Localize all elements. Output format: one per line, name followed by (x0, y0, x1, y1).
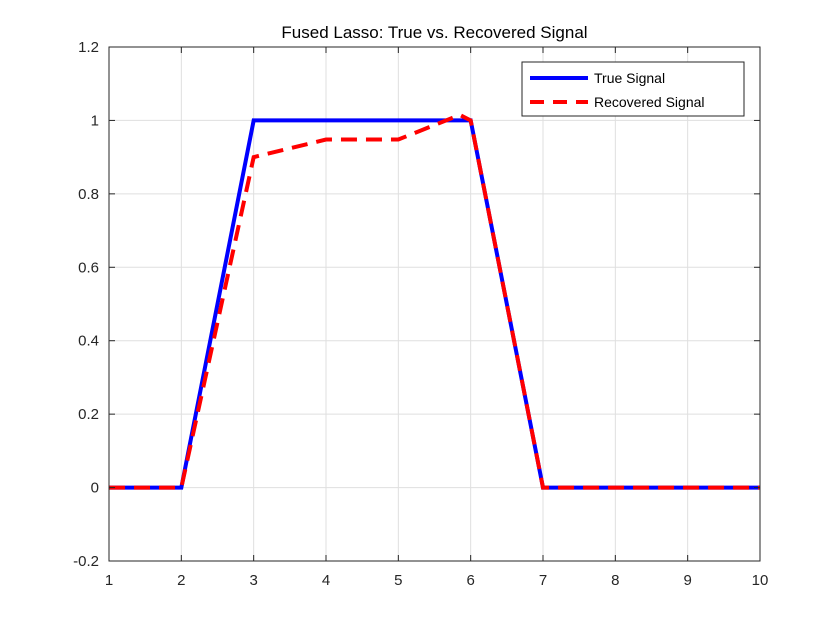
y-tick-label: 0.2 (78, 406, 99, 423)
y-tick-label: 1.2 (78, 39, 99, 56)
x-tick-label: 3 (249, 572, 257, 589)
ticks (108, 46, 761, 562)
series-line-recovered-signal (109, 112, 760, 490)
x-tick-labels: 1 2 3 4 5 6 7 8 9 10 (105, 572, 769, 589)
legend-label-recovered-signal: Recovered Signal (594, 94, 705, 110)
x-tick-label: 1 (105, 572, 113, 589)
y-tick-label: -0.2 (73, 553, 99, 570)
legend-label-true-signal: True Signal (594, 70, 665, 86)
legend[interactable]: True Signal Recovered Signal (521, 61, 745, 117)
y-tick-labels: -0.2 0 0.2 0.4 0.6 0.8 1 1.2 (73, 39, 99, 570)
x-tick-label: 7 (539, 572, 547, 589)
x-tick-label: 4 (322, 572, 330, 589)
y-tick-label: 0.6 (78, 259, 99, 276)
y-tick-label: 0.4 (78, 333, 99, 350)
x-tick-label: 8 (611, 572, 619, 589)
x-tick-label: 9 (683, 572, 691, 589)
series-line-true-signal (109, 118, 760, 490)
axes-background (109, 47, 760, 561)
x-tick-label: 6 (466, 572, 474, 589)
x-tick-label: 5 (394, 572, 402, 589)
y-tick-label: 1 (91, 112, 99, 129)
y-tick-label: 0 (91, 480, 99, 497)
x-tick-label: 2 (177, 572, 185, 589)
legend-box (521, 61, 745, 117)
series-group (109, 112, 760, 490)
x-tick-label: 10 (752, 572, 769, 589)
axes-box (108, 46, 761, 562)
chart-title: Fused Lasso: True vs. Recovered Signal (281, 23, 587, 42)
y-tick-label: 0.8 (78, 186, 99, 203)
